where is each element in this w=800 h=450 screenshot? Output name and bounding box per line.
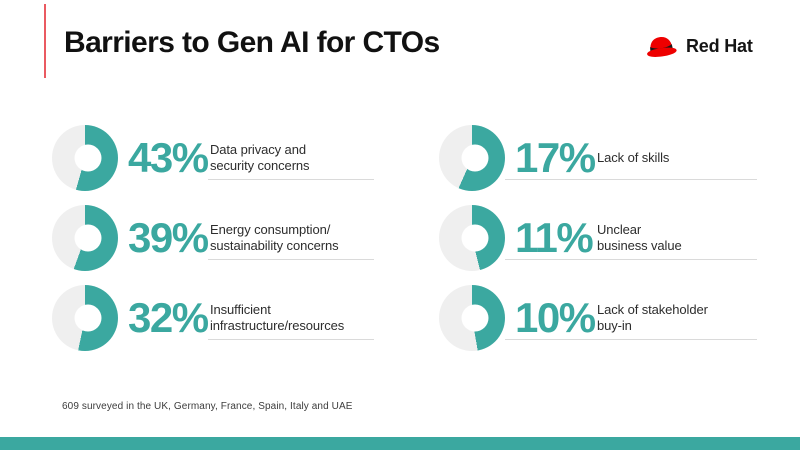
stat-label-line: buy-in <box>597 318 632 333</box>
divider-line <box>208 259 374 260</box>
stat-label-line: Lack of skills <box>597 150 670 165</box>
stat-percentage: 17% <box>515 134 596 181</box>
stat-label-line: Unclear <box>597 222 642 237</box>
divider-line <box>208 179 374 180</box>
stat-label-line: business value <box>597 238 682 253</box>
donut-chart <box>52 205 118 271</box>
donut-hole <box>461 224 489 252</box>
stat-percentage: 32% <box>128 294 209 341</box>
stat-percentage: 11% <box>515 214 594 261</box>
redhat-logo-text: Red Hat <box>686 35 753 56</box>
stat-label: Energy consumption/sustainability concer… <box>210 205 370 271</box>
stat-percentage: 39% <box>128 214 209 261</box>
stat-row: 17% Lack of skills <box>439 125 759 195</box>
stat-label-line: Data privacy and <box>210 142 306 157</box>
divider-line <box>208 339 374 340</box>
donut-hole <box>461 144 489 172</box>
stat-row: 39% Energy consumption/sustainability con… <box>52 205 374 275</box>
stat-label-line: security concerns <box>210 158 310 173</box>
divider-line <box>505 179 757 180</box>
donut-chart <box>52 285 118 351</box>
donut-hole <box>74 144 102 172</box>
stat-row: 43% Data privacy and security concerns <box>52 125 374 195</box>
donut-chart <box>439 205 505 271</box>
stat-row: 10% Lack of stakeholder buy-in <box>439 285 759 355</box>
donut-chart <box>52 125 118 191</box>
stat-percentage: 43% <box>128 134 209 181</box>
donut-chart <box>439 125 505 191</box>
stat-label: Insufficient infrastructure/resources <box>210 285 370 351</box>
stat-label: Unclear business value <box>597 205 759 271</box>
bottom-teal-bar <box>0 437 800 450</box>
stat-label-line: Insufficient <box>210 302 271 317</box>
divider-line <box>505 339 757 340</box>
stat-label: Lack of stakeholder buy-in <box>597 285 759 351</box>
redhat-fedora-icon <box>647 36 677 57</box>
stat-label: Lack of skills <box>597 125 759 191</box>
survey-footnote: 609 surveyed in the UK, Germany, France,… <box>62 401 353 412</box>
stat-row: 32% Insufficient infrastructure/resources <box>52 285 374 355</box>
red-accent-line <box>44 4 46 78</box>
stat-label: Data privacy and security concerns <box>210 125 370 191</box>
donut-hole <box>74 224 102 252</box>
donut-hole <box>461 304 489 332</box>
stat-label-line: sustainability concerns <box>210 238 339 253</box>
stat-row: 11% Unclear business value <box>439 205 759 275</box>
stat-label-line: Energy consumption/ <box>210 222 331 237</box>
page-title: Barriers to Gen AI for CTOs <box>64 26 440 59</box>
redhat-logo: Red Hat <box>643 33 753 59</box>
divider-line <box>505 259 757 260</box>
stat-label-line: infrastructure/resources <box>210 318 345 333</box>
stat-label-line: Lack of stakeholder <box>597 302 708 317</box>
stat-percentage: 10% <box>515 294 596 341</box>
donut-chart <box>439 285 505 351</box>
donut-hole <box>74 304 102 332</box>
